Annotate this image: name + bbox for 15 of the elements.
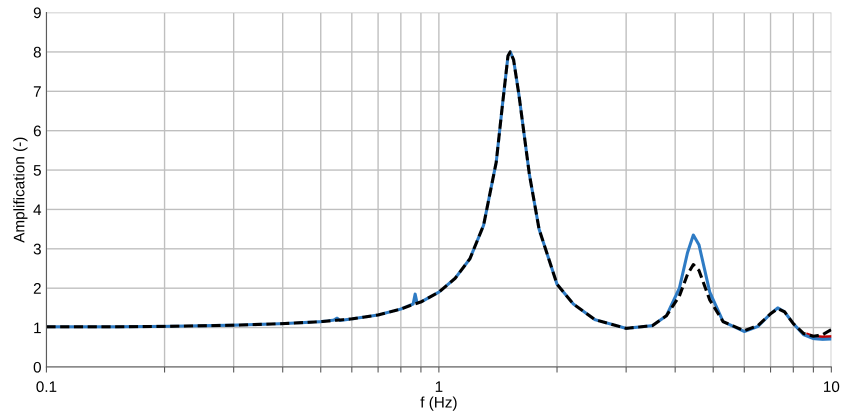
y-tick-label: 5 <box>34 165 41 176</box>
y-tick-label: 7 <box>34 86 41 97</box>
y-tick-label: 9 <box>34 7 41 18</box>
x-tick-label: 10 <box>824 381 840 392</box>
y-tick-label: 4 <box>33 204 42 215</box>
x-tick-label: 0.1 <box>36 381 56 392</box>
x-axis-title: f (Hz) <box>420 396 457 411</box>
y-tick-label: 1 <box>34 322 41 334</box>
y-tick-label: 0 <box>34 362 41 373</box>
y-axis-title: Amplification (-) <box>13 138 28 243</box>
x-tick-label: 1 <box>436 381 442 392</box>
y-tick-label: 6 <box>34 126 41 136</box>
y-tick-label: 8 <box>34 46 41 58</box>
y-tick-label: 2 <box>34 283 41 294</box>
y-tick-label: 3 <box>34 244 41 254</box>
